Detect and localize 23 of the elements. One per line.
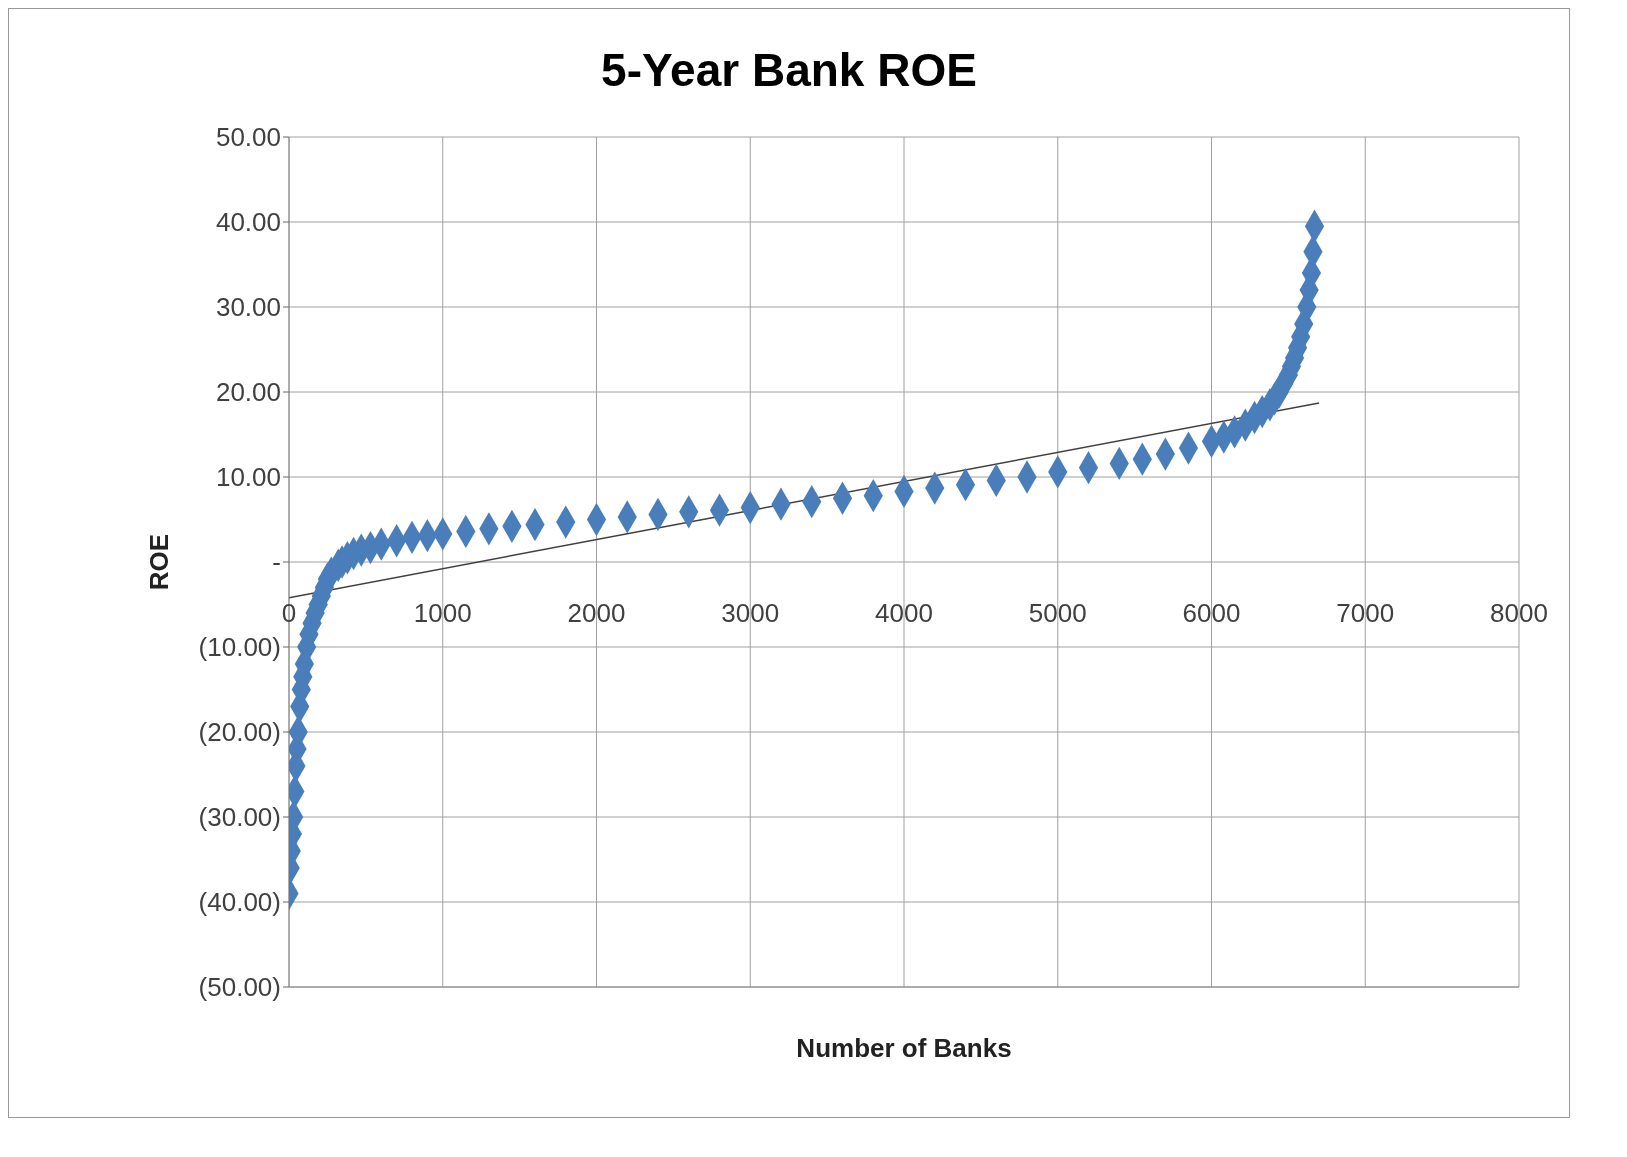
y-tick-label: 20.00 bbox=[215, 377, 281, 408]
y-tick-label: - bbox=[272, 547, 281, 578]
y-tick-label: 50.00 bbox=[215, 122, 281, 153]
y-tick-label: (30.00) bbox=[198, 802, 281, 833]
x-axis-title: Number of Banks bbox=[796, 1033, 1012, 1063]
x-tick-label: 0 bbox=[281, 598, 297, 628]
y-tick-label: 30.00 bbox=[215, 292, 281, 323]
x-tick-label: 5000 bbox=[1028, 598, 1087, 628]
y-tick-label: 10.00 bbox=[215, 462, 281, 493]
y-tick-label: (40.00) bbox=[198, 887, 281, 918]
x-tick-label: 8000 bbox=[1490, 598, 1548, 628]
x-tick-label: 3000 bbox=[721, 598, 780, 628]
y-tick-label: 40.00 bbox=[215, 207, 281, 238]
y-tick-label: (20.00) bbox=[198, 717, 281, 748]
x-tick-label: 2000 bbox=[567, 598, 626, 628]
x-tick-label: 6000 bbox=[1182, 598, 1241, 628]
x-tick-label: 4000 bbox=[875, 598, 933, 628]
y-tick-label: (10.00) bbox=[198, 632, 281, 663]
x-tick-label: 1000 bbox=[413, 598, 472, 628]
y-tick-label: (50.00) bbox=[198, 972, 281, 1003]
y-axis-title: ROE bbox=[144, 533, 175, 591]
x-tick-label: 7000 bbox=[1336, 598, 1395, 628]
chart-title: 5-Year Bank ROE bbox=[600, 43, 978, 98]
